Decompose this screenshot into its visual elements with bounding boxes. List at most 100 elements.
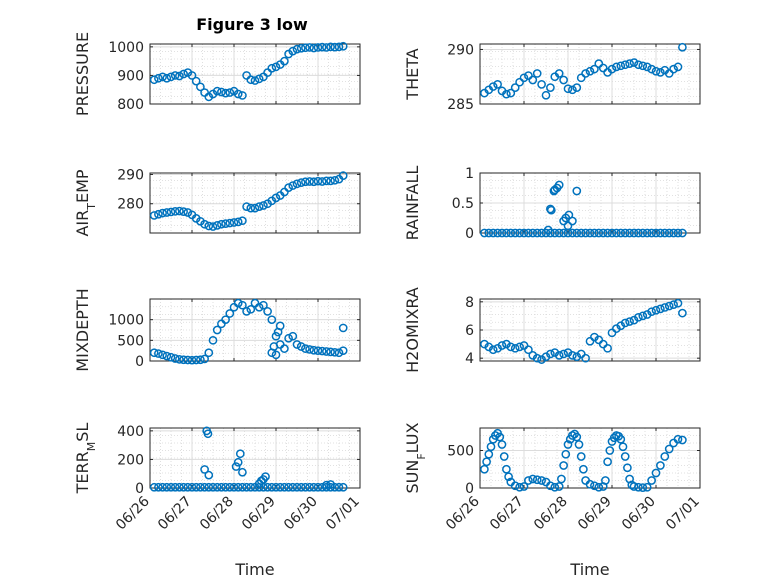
data-point xyxy=(280,482,289,492)
data-point xyxy=(231,462,241,471)
data-point xyxy=(326,482,335,492)
data-point xyxy=(616,434,626,444)
data-point xyxy=(568,228,577,238)
data-point xyxy=(200,354,209,364)
data-point xyxy=(204,482,214,492)
data-point xyxy=(638,61,648,71)
data-point xyxy=(554,69,564,78)
data-point xyxy=(208,335,218,345)
data-point xyxy=(532,475,542,485)
subplot-rainfall: 0 0.5 1 RAINFALL xyxy=(403,166,701,242)
data-point xyxy=(313,176,323,186)
data-point xyxy=(296,178,306,188)
data-point xyxy=(280,56,289,66)
data-point xyxy=(309,345,319,355)
data-point xyxy=(221,219,230,228)
data-point xyxy=(590,64,599,74)
data-point xyxy=(200,465,209,474)
data-point xyxy=(519,73,529,83)
data-point xyxy=(484,449,494,459)
data-point xyxy=(187,355,197,365)
data-point xyxy=(651,305,661,315)
data-point xyxy=(305,177,314,186)
data-point xyxy=(493,80,502,89)
subplot-h2omixra: 4 6 8 H2OMIXRA xyxy=(403,287,701,373)
data-point xyxy=(563,221,573,231)
data-point xyxy=(196,355,205,365)
data-point xyxy=(313,43,323,52)
data-point xyxy=(563,84,573,94)
data-point xyxy=(607,64,617,74)
data-point xyxy=(559,75,568,85)
data-point xyxy=(149,211,159,220)
data-point xyxy=(506,228,516,238)
data-point xyxy=(480,228,489,238)
data-point xyxy=(572,228,582,238)
data-point xyxy=(200,219,209,229)
data-point xyxy=(183,208,193,217)
data-point xyxy=(647,228,656,238)
data-point xyxy=(510,481,520,491)
data-point xyxy=(191,76,201,86)
data-point xyxy=(554,180,564,190)
y-tick-label: 200 xyxy=(117,452,144,468)
data-point xyxy=(669,64,678,74)
data-point xyxy=(250,76,260,85)
data-point xyxy=(221,315,230,325)
data-point xyxy=(528,75,538,85)
data-point xyxy=(330,175,340,185)
data-point xyxy=(568,216,577,226)
data-point xyxy=(629,482,639,491)
data-point xyxy=(233,482,243,492)
data-point xyxy=(196,482,205,492)
data-point xyxy=(620,452,630,461)
subplot-terr-msl: 0 200 400 06/26 06/27 06/28 06/29 06/30 07/01 Tim… xyxy=(73,423,363,579)
data-point xyxy=(651,66,661,76)
data-point xyxy=(528,474,538,484)
data-point xyxy=(317,42,327,52)
data-point xyxy=(267,315,277,325)
data-point xyxy=(271,331,281,341)
data-point xyxy=(149,75,159,85)
data-point xyxy=(179,69,188,79)
x-axis-label: Time xyxy=(234,560,274,579)
data-point xyxy=(629,58,639,67)
data-point xyxy=(326,42,335,52)
y-axis-label: RAINFALL xyxy=(403,166,422,241)
data-point xyxy=(322,347,331,356)
data-point xyxy=(620,228,630,238)
y-tick-label: 500 xyxy=(117,333,144,349)
data-point xyxy=(238,467,247,477)
data-point xyxy=(263,482,272,492)
data-point xyxy=(309,177,319,187)
x-tick-label: 06/29 xyxy=(239,494,279,534)
data-point xyxy=(292,340,302,349)
data-point xyxy=(271,193,281,203)
data-point xyxy=(149,482,159,492)
data-point xyxy=(288,482,298,492)
data-point xyxy=(488,82,498,91)
data-point xyxy=(158,208,167,218)
y-tick-label: 0.5 xyxy=(452,196,474,212)
data-point xyxy=(554,351,564,360)
data-point xyxy=(313,482,323,492)
data-point xyxy=(563,440,573,449)
data-point xyxy=(292,482,302,492)
data-point xyxy=(326,176,335,186)
data-point xyxy=(330,347,340,357)
data-point xyxy=(267,63,277,73)
data-point xyxy=(183,482,193,492)
data-point xyxy=(519,228,529,238)
data-point xyxy=(557,474,566,484)
data-point xyxy=(642,482,652,492)
data-point xyxy=(338,41,348,51)
y-tick-label: 280 xyxy=(117,197,144,213)
data-point xyxy=(196,82,205,92)
data-point xyxy=(221,88,230,98)
data-point xyxy=(484,228,494,238)
data-point xyxy=(546,205,556,215)
data-point xyxy=(261,472,270,481)
x-tick-label: 07/01 xyxy=(323,494,363,534)
data-point xyxy=(301,43,310,53)
data-point xyxy=(524,345,533,355)
